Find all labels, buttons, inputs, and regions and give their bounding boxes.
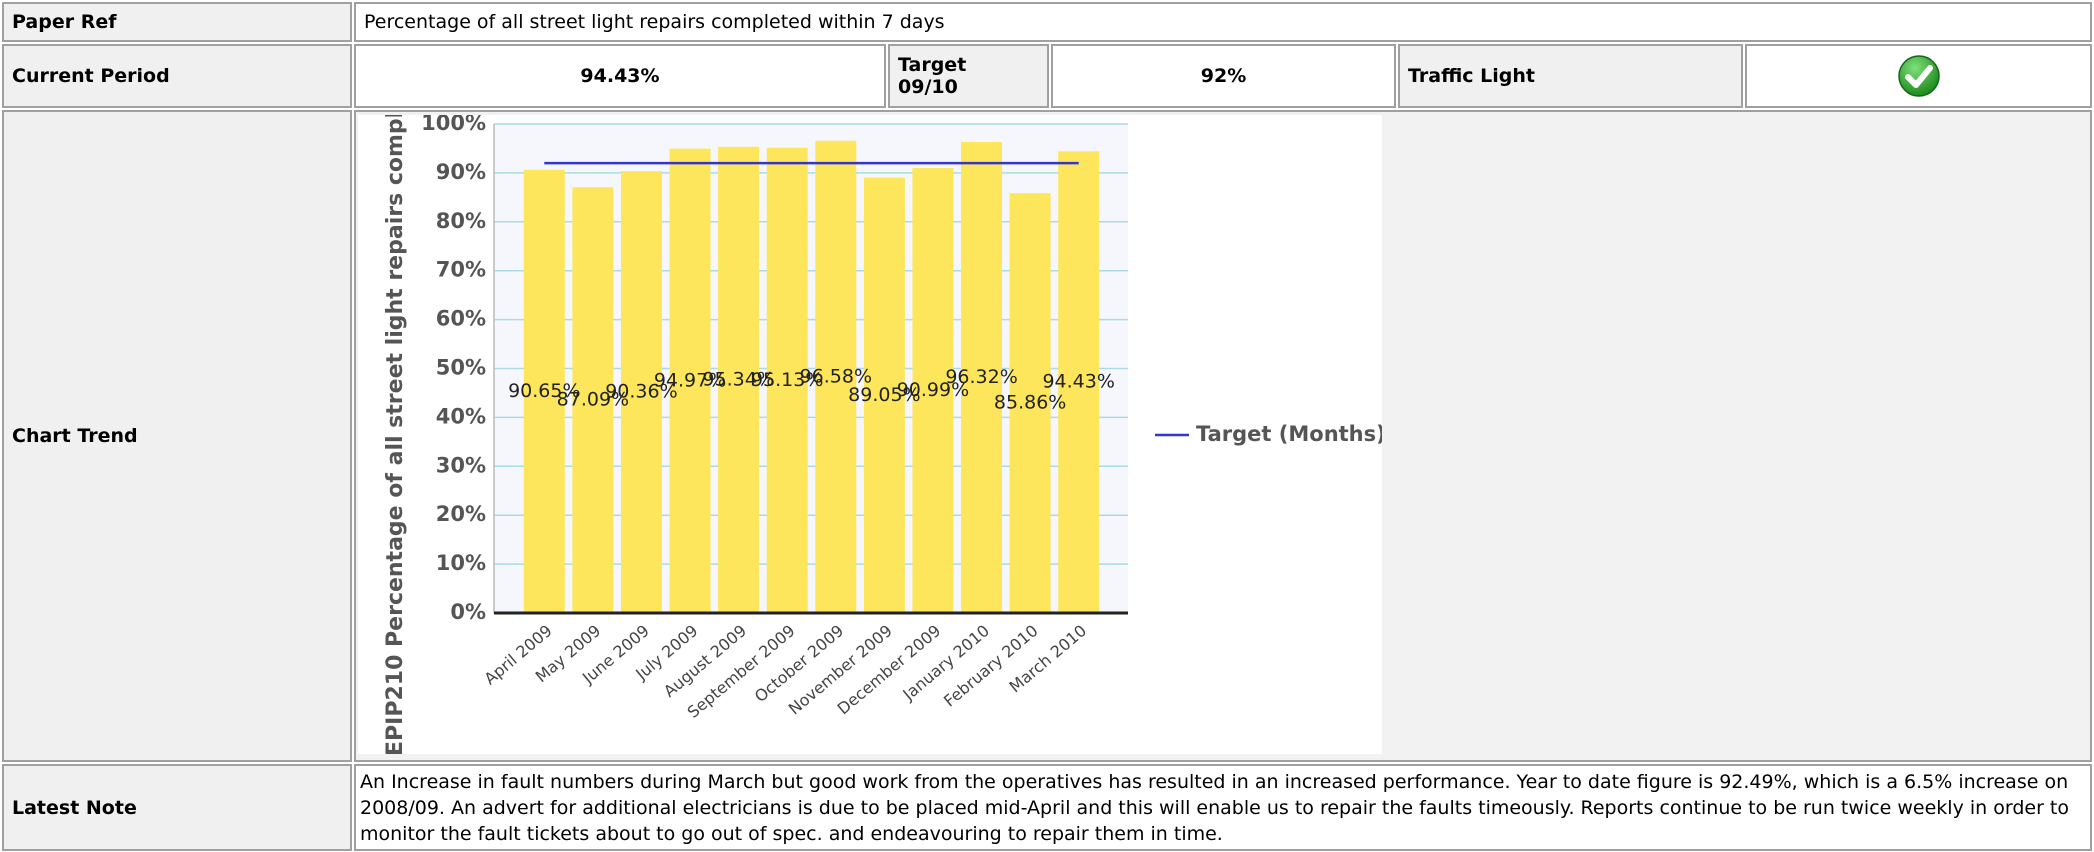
- value-label: 94.97%: [654, 369, 726, 391]
- target-value: 92%: [1051, 44, 1396, 108]
- traffic-light-label: Traffic Light: [1398, 44, 1743, 108]
- value-label: 85.86%: [994, 392, 1066, 414]
- paper-ref-value: Percentage of all street light repairs c…: [354, 2, 2092, 42]
- value-label: 96.58%: [800, 365, 872, 387]
- bar: [1009, 193, 1051, 613]
- current-period-label: Current Period: [2, 44, 352, 108]
- bar: [912, 168, 954, 613]
- y-tick-label: 80%: [436, 209, 486, 233]
- value-label: 90.65%: [508, 380, 580, 402]
- y-tick-label: 20%: [436, 502, 486, 526]
- y-tick-label: 70%: [436, 258, 486, 282]
- target-label: Target 09/10: [888, 44, 1049, 108]
- chart: 0%10%20%30%40%50%60%70%80%90%100%April 2…: [358, 115, 1382, 754]
- y-tick-label: 0%: [450, 600, 486, 624]
- traffic-light-cell: [1745, 44, 2092, 108]
- legend-label: Target (Months): [1196, 422, 1382, 446]
- y-tick-label: 50%: [436, 356, 486, 380]
- value-label: 90.99%: [897, 379, 969, 401]
- latest-note-label: Latest Note: [2, 764, 352, 851]
- paper-ref-label: Paper Ref: [2, 2, 352, 42]
- y-label-group: EPIP210 Percentage of all street light r…: [383, 115, 408, 754]
- bar: [669, 148, 711, 614]
- chart-trend-label: Chart Trend: [2, 110, 352, 762]
- current-period-value: 94.43%: [354, 44, 886, 108]
- value-label: 90.36%: [605, 381, 677, 403]
- bar: [961, 141, 1003, 614]
- bar: [766, 147, 808, 613]
- value-label: 94.43%: [1042, 371, 1114, 393]
- bar: [815, 140, 857, 613]
- value-label: 89.05%: [848, 384, 920, 406]
- y-tick-label: 90%: [436, 160, 486, 184]
- value-label: 96.32%: [945, 366, 1017, 388]
- latest-note-value: An Increase in fault numbers during Marc…: [354, 764, 2092, 851]
- bar: [718, 146, 760, 613]
- bar: [620, 171, 662, 614]
- y-tick-label: 30%: [436, 453, 486, 477]
- check-icon: [1897, 55, 1940, 97]
- y-tick-label: 10%: [436, 551, 486, 575]
- bar: [863, 177, 905, 613]
- value-label: 95.34%: [702, 368, 774, 390]
- y-tick-label: 100%: [421, 115, 486, 135]
- bar: [572, 187, 614, 614]
- y-tick-label: 40%: [436, 404, 486, 428]
- bar: [523, 169, 565, 613]
- y-tick-label: 60%: [436, 307, 486, 331]
- value-label: 95.13%: [751, 369, 823, 391]
- y-axis-title: EPIP210 Percentage of all street light r…: [383, 115, 408, 754]
- bar: [1058, 151, 1100, 613]
- value-label: 87.09%: [557, 389, 629, 411]
